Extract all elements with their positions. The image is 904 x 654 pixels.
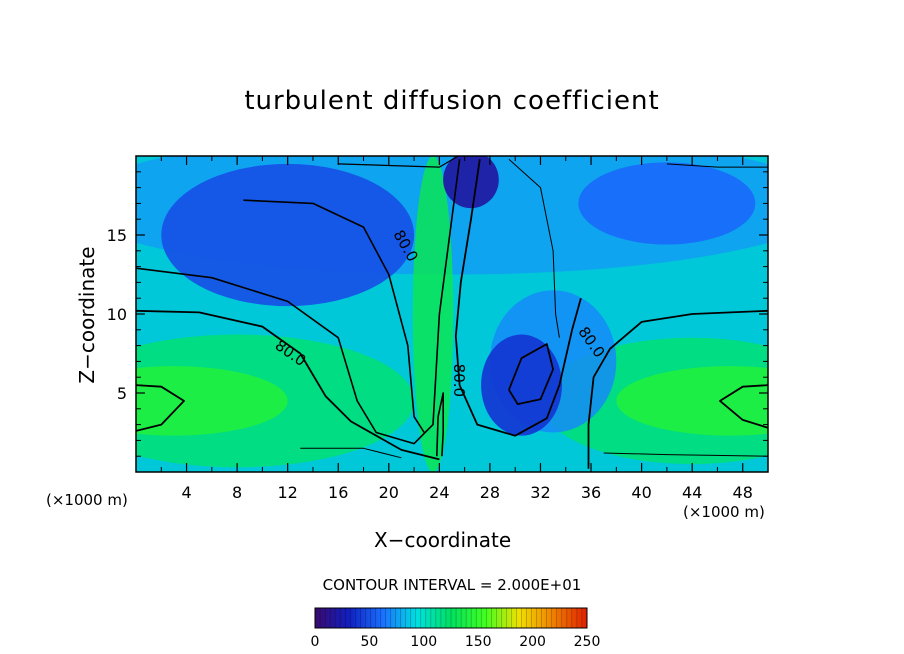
x-tick-label: 8	[232, 483, 242, 502]
y-axis-unit: (×1000 m)	[46, 491, 128, 509]
chart-title: turbulent diffusion coefficient	[244, 86, 660, 116]
colorbar-tick-label: 200	[519, 634, 546, 650]
field-feature	[136, 366, 288, 436]
contour-line	[454, 159, 582, 437]
field-feature	[481, 334, 562, 436]
x-axis-unit: (×1000 m)	[683, 503, 765, 521]
y-tick-label: 10	[107, 305, 127, 324]
contour-interval-text: CONTOUR INTERVAL = 2.000E+01	[322, 576, 582, 594]
contour-line	[338, 156, 459, 168]
contour-line	[587, 309, 768, 469]
colorbar-tick-label: 0	[311, 634, 320, 650]
field-feature	[578, 162, 756, 245]
y-tick-label: 15	[107, 226, 127, 245]
contour-line	[243, 199, 425, 433]
contour-layer	[136, 156, 768, 469]
contour-line	[136, 384, 185, 432]
y-axis-label: Z−coordinate	[75, 246, 99, 384]
x-tick-label: 48	[733, 483, 753, 502]
contour-line	[719, 384, 768, 429]
field-feature	[161, 163, 415, 307]
contour-line	[436, 392, 444, 457]
colorbar-tick-label: 150	[465, 634, 492, 650]
x-tick-label: 20	[379, 483, 399, 502]
contour-line	[508, 343, 554, 405]
x-tick-label: 40	[631, 483, 651, 502]
x-tick-label: 24	[429, 483, 449, 502]
colorbar-fill	[314, 607, 588, 629]
contour-line	[300, 447, 402, 459]
x-tick-label: 36	[581, 483, 601, 502]
contour-line	[136, 159, 461, 445]
field-feature	[616, 366, 768, 436]
contour-line	[136, 309, 440, 461]
colorbar-stripes	[314, 608, 588, 628]
colorbar-ticks: 0 50 100 150 200 250	[311, 634, 601, 650]
field-feature	[443, 156, 499, 209]
x-tick-label: 32	[530, 483, 550, 502]
x-tick-label: 12	[278, 483, 298, 502]
x-tick-label: 28	[480, 483, 500, 502]
y-tick-layer: 5 10 15	[107, 171, 768, 457]
x-tick-label: 4	[181, 483, 191, 502]
contour-line	[508, 158, 560, 338]
contour-line	[666, 163, 768, 168]
colorbar: 0 50 100 150 200 250	[311, 607, 601, 650]
contour-label: 80.0	[450, 364, 468, 397]
y-tick-label: 5	[117, 384, 127, 403]
x-tick-layer: 4 8 12 16 20 24 28 32 36 40 44 48	[160, 156, 753, 502]
colorbar-tick-label: 100	[410, 634, 437, 650]
x-tick-label: 44	[682, 483, 702, 502]
colorbar-tick-label: 250	[574, 634, 601, 650]
contour-line	[603, 452, 768, 457]
x-tick-label: 16	[328, 483, 348, 502]
colorbar-tick-label: 50	[360, 634, 378, 650]
x-axis-label: X−coordinate	[374, 528, 512, 552]
